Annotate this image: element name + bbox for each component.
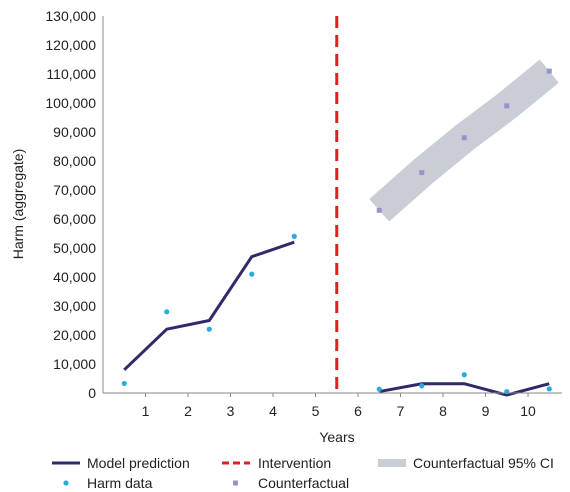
harm-data-point [461,372,467,378]
y-tick-label: 20,000 [53,327,96,343]
x-tick-label: 3 [227,403,235,419]
x-tick-label: 6 [354,403,362,419]
y-tick-label: 60,000 [53,211,96,227]
model-prediction-line-segment [378,382,550,397]
counterfactual-point [546,68,552,74]
legend-label-intervention: Intervention [258,455,331,471]
x-tick-label: 5 [312,403,320,419]
legend-item-intervention: Intervention [222,455,331,471]
harm-data-point [164,309,170,315]
legend-item-counterfactual: Counterfactual [233,475,349,491]
y-tick-label: 0 [88,385,96,401]
harm-data-point [206,326,212,332]
y-tick-labels: 0 10,000 20,000 30,000 40,000 50,000 60,000 70,… [45,8,96,401]
x-tick-label: 10 [520,403,536,419]
model-prediction-line-segment [123,240,295,371]
x-tick-label: 2 [184,403,192,419]
x-tick-label: 7 [397,403,405,419]
legend-item-model-prediction: Model prediction [52,455,190,471]
counterfactual-point [504,103,510,109]
counterfactual-point [376,207,382,213]
x-tick-labels: 1 2 3 4 5 6 7 8 9 10 [142,393,536,419]
harm-data-point [419,383,425,389]
y-tick-label: 80,000 [53,153,96,169]
legend: Model prediction Intervention Counterfac… [52,455,554,491]
counterfactual-point [419,170,425,176]
legend-label-harm-data: Harm data [87,475,153,491]
harm-data-point [376,386,382,392]
y-tick-label: 120,000 [45,37,96,53]
y-tick-label: 110,000 [46,66,96,82]
x-tick-label: 1 [142,403,150,419]
y-tick-label: 90,000 [53,124,96,140]
y-axis-title: Harm (aggregate) [10,149,26,260]
harm-data-point [121,380,127,387]
y-tick-label: 130,000 [45,8,96,24]
x-tick-label: 4 [269,403,277,419]
harm-data-point [249,271,255,277]
legend-item-harm-data: Harm data [63,475,153,491]
counterfactual-point [461,135,467,141]
x-axis-title: Years [319,429,354,445]
y-tick-label: 50,000 [53,240,96,256]
y-tick-label: 30,000 [53,298,96,314]
legend-swatch-counterfactual [233,480,238,486]
x-tick-label: 8 [439,403,447,419]
legend-item-counterfactual-ci: Counterfactual 95% CI [378,455,554,471]
y-tick-label: 70,000 [53,182,96,198]
counterfactual-ci-band [369,59,559,222]
legend-label-model-prediction: Model prediction [87,455,190,471]
y-tick-label: 40,000 [53,269,96,285]
y-tick-label: 100,000 [45,95,96,111]
legend-label-counterfactual-ci: Counterfactual 95% CI [413,455,554,471]
harm-data-point [546,386,552,392]
legend-swatch-harm-data [63,480,69,486]
legend-label-counterfactual: Counterfactual [258,475,349,491]
plot-area [121,16,559,397]
y-tick-label: 10,000 [53,356,96,372]
harm-data-point [291,233,297,239]
x-tick-label: 9 [482,403,490,419]
